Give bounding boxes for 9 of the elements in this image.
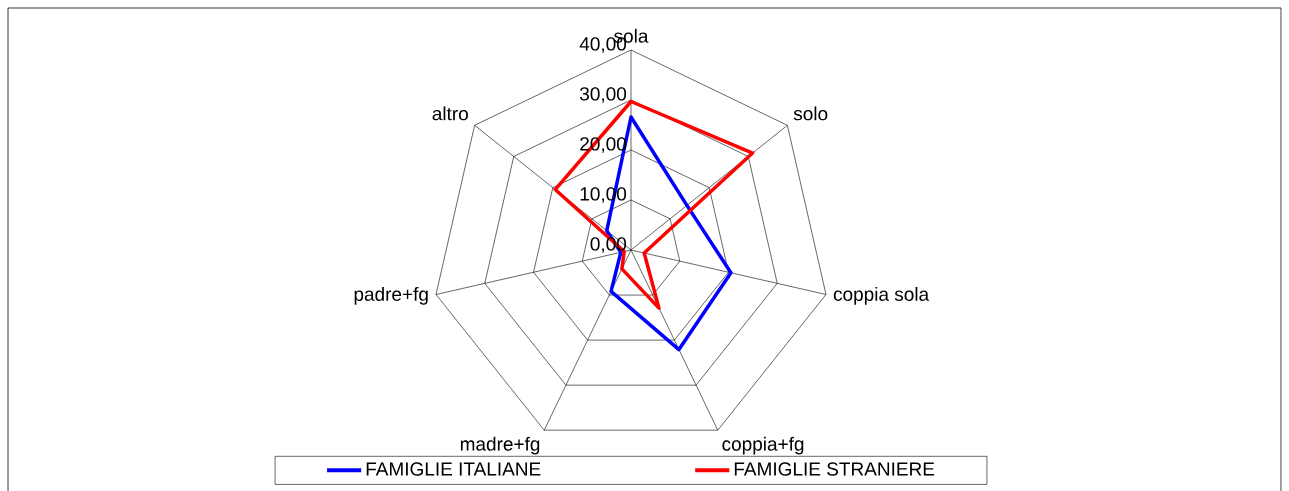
y-tick-label: 30,00 — [579, 87, 627, 103]
spoke-label: solo — [793, 106, 828, 121]
legend-label: FAMIGLIE ITALIANE — [366, 462, 541, 476]
spoke-label: madre+fg — [460, 436, 540, 455]
spoke-label: coppia sola — [833, 286, 930, 305]
legend-label: FAMIGLIE STRANIERE — [734, 462, 935, 476]
spoke-label: coppia+fg — [722, 436, 804, 455]
spoke-label: altro — [432, 106, 468, 121]
spoke-label: padre+fg — [354, 286, 428, 305]
